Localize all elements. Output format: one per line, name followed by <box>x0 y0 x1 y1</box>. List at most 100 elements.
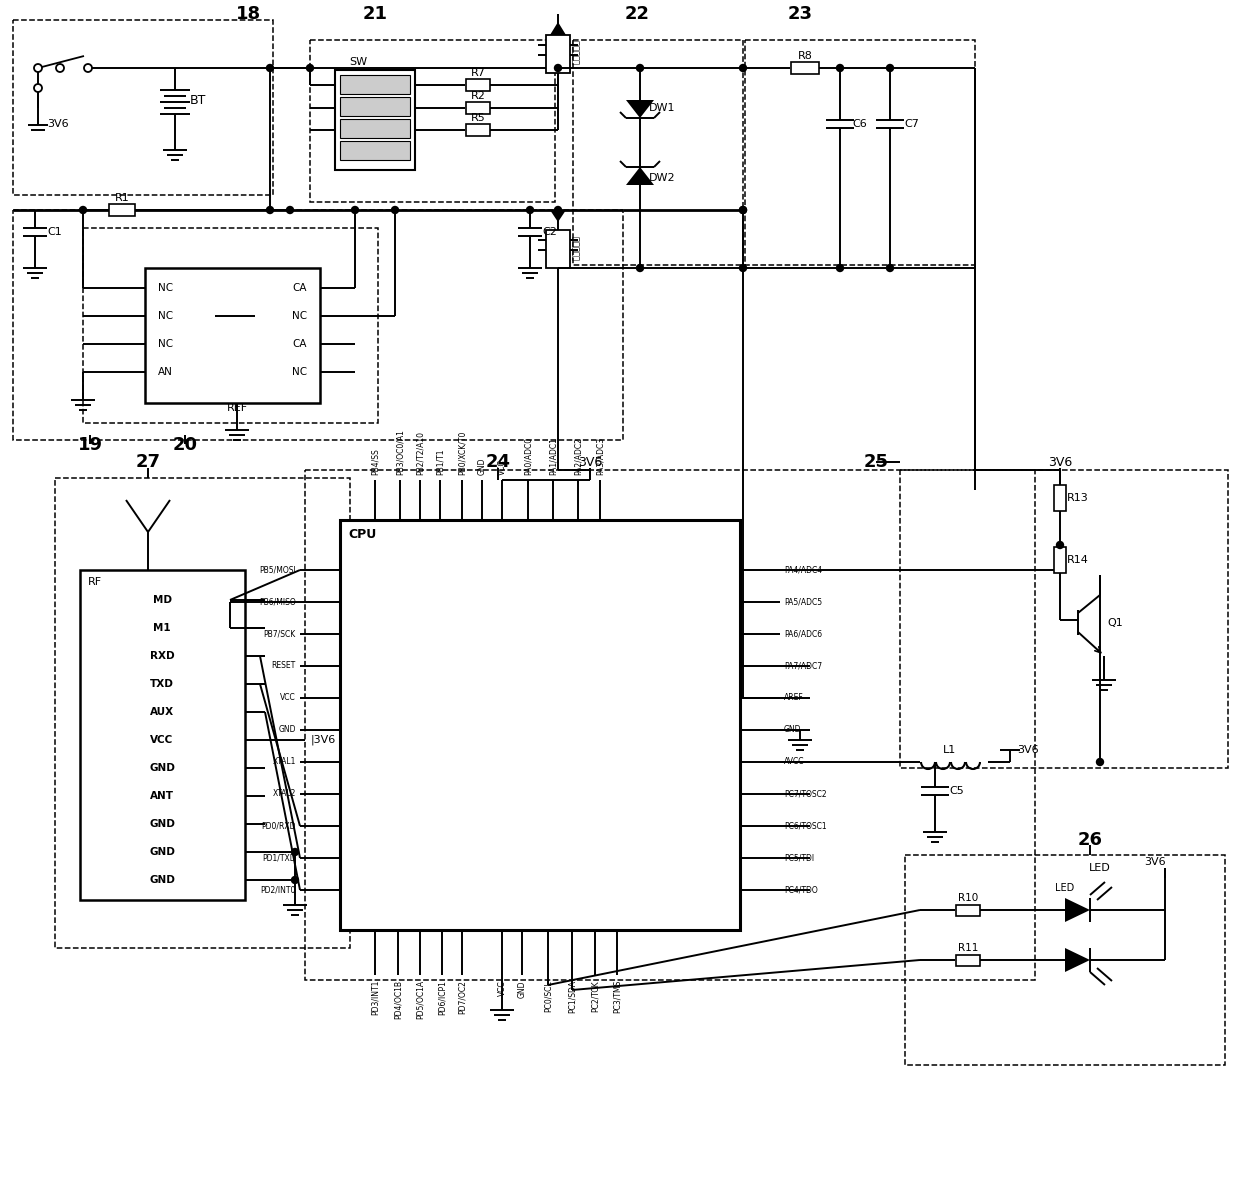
Bar <box>340 119 410 138</box>
Text: AN: AN <box>157 367 172 377</box>
Text: R1: R1 <box>114 193 129 203</box>
Bar <box>466 124 490 136</box>
Text: M1: M1 <box>154 624 171 633</box>
Text: 3V6: 3V6 <box>1017 745 1039 755</box>
Text: AVCC: AVCC <box>784 757 805 766</box>
Text: 27: 27 <box>135 454 160 471</box>
Bar <box>145 268 320 403</box>
Circle shape <box>1056 542 1064 548</box>
Circle shape <box>1096 758 1104 765</box>
Text: LED: LED <box>1089 863 1111 873</box>
Bar <box>12 20 273 195</box>
Text: PC4/TDO: PC4/TDO <box>784 886 817 894</box>
Text: PB1/T1: PB1/T1 <box>435 449 444 475</box>
Text: PC6/TOSC1: PC6/TOSC1 <box>784 822 827 830</box>
Text: PB7/SCK: PB7/SCK <box>264 629 296 639</box>
Text: PA1/ADC1: PA1/ADC1 <box>548 437 558 475</box>
Bar <box>109 204 135 216</box>
Text: R13: R13 <box>1068 492 1089 503</box>
Text: PC0/SCL: PC0/SCL <box>543 980 553 1012</box>
Text: AUX: AUX <box>150 707 174 717</box>
Bar <box>305 470 1035 980</box>
Text: VCC: VCC <box>150 735 174 745</box>
Text: VCC: VCC <box>280 693 296 703</box>
Text: 19: 19 <box>77 436 103 454</box>
Circle shape <box>887 65 894 72</box>
Circle shape <box>739 65 746 72</box>
Bar <box>1054 485 1066 511</box>
Circle shape <box>286 207 294 214</box>
Bar <box>745 40 975 265</box>
Text: ANT: ANT <box>150 791 174 801</box>
Text: RXD: RXD <box>150 651 175 661</box>
Circle shape <box>79 207 87 214</box>
Circle shape <box>837 65 843 72</box>
Text: PB5/MOSI: PB5/MOSI <box>259 566 296 574</box>
Circle shape <box>351 207 358 214</box>
Text: 20: 20 <box>172 436 197 454</box>
Bar <box>12 210 622 441</box>
Text: PC7/TOSC2: PC7/TOSC2 <box>784 790 827 798</box>
Circle shape <box>291 848 299 855</box>
Bar <box>546 230 570 268</box>
Text: PB4/SS: PB4/SS <box>371 449 379 475</box>
Text: 23: 23 <box>787 5 812 22</box>
Polygon shape <box>1065 948 1090 972</box>
Text: 3V6: 3V6 <box>47 119 68 129</box>
Text: R8: R8 <box>797 51 812 61</box>
Polygon shape <box>626 100 653 118</box>
Circle shape <box>306 65 314 72</box>
Polygon shape <box>551 210 565 222</box>
Bar <box>340 520 740 929</box>
Text: VCC: VCC <box>497 980 506 996</box>
Bar <box>310 40 556 202</box>
Polygon shape <box>1065 898 1090 922</box>
Circle shape <box>267 207 274 214</box>
Text: PD7/OC2: PD7/OC2 <box>458 980 466 1013</box>
Circle shape <box>56 64 64 72</box>
Text: R2: R2 <box>470 91 485 102</box>
Text: NC: NC <box>157 311 174 321</box>
Bar <box>573 40 743 265</box>
Circle shape <box>376 566 404 594</box>
Bar <box>1054 547 1066 573</box>
Text: PC2/TCK: PC2/TCK <box>590 980 599 1012</box>
Bar <box>340 141 410 159</box>
Circle shape <box>636 65 644 72</box>
Bar <box>546 35 570 73</box>
Text: VCC: VCC <box>497 459 506 475</box>
Text: PA2/ADC2: PA2/ADC2 <box>573 437 583 475</box>
Text: R5: R5 <box>471 113 485 123</box>
Bar <box>905 855 1225 1065</box>
Text: GND: GND <box>279 725 296 735</box>
Bar <box>335 70 415 170</box>
Text: DW2: DW2 <box>649 172 676 183</box>
Text: R14: R14 <box>1068 555 1089 565</box>
Text: Q1: Q1 <box>1107 618 1123 628</box>
Text: LED: LED <box>1055 883 1075 893</box>
Text: PD0/RXD: PD0/RXD <box>262 822 296 830</box>
Text: PB6/MISO: PB6/MISO <box>259 598 296 607</box>
Text: 21: 21 <box>362 5 387 22</box>
Text: PA5/ADC5: PA5/ADC5 <box>784 598 822 607</box>
Text: PB2/T2/A10: PB2/T2/A10 <box>415 431 424 475</box>
Text: GND: GND <box>149 875 175 885</box>
Text: GND: GND <box>517 980 527 998</box>
Text: PD3/INT1: PD3/INT1 <box>371 980 379 1016</box>
Text: GND: GND <box>149 847 175 857</box>
Bar <box>83 228 378 423</box>
Circle shape <box>392 207 398 214</box>
Text: PA3/ADC3: PA3/ADC3 <box>595 437 605 475</box>
Text: XTAL2: XTAL2 <box>273 790 296 798</box>
Text: R10: R10 <box>957 893 978 903</box>
Bar <box>466 79 490 91</box>
Text: AREF: AREF <box>784 693 804 703</box>
Text: C1: C1 <box>47 227 62 237</box>
Bar <box>466 102 490 115</box>
Text: PD1/TXD: PD1/TXD <box>263 854 296 862</box>
Text: TXD: TXD <box>150 679 174 689</box>
Text: PA0/ADC0: PA0/ADC0 <box>523 437 532 475</box>
Text: PB0/XCK/T0: PB0/XCK/T0 <box>458 431 466 475</box>
Text: REF: REF <box>227 403 248 413</box>
Text: 3V6: 3V6 <box>1048 456 1073 469</box>
